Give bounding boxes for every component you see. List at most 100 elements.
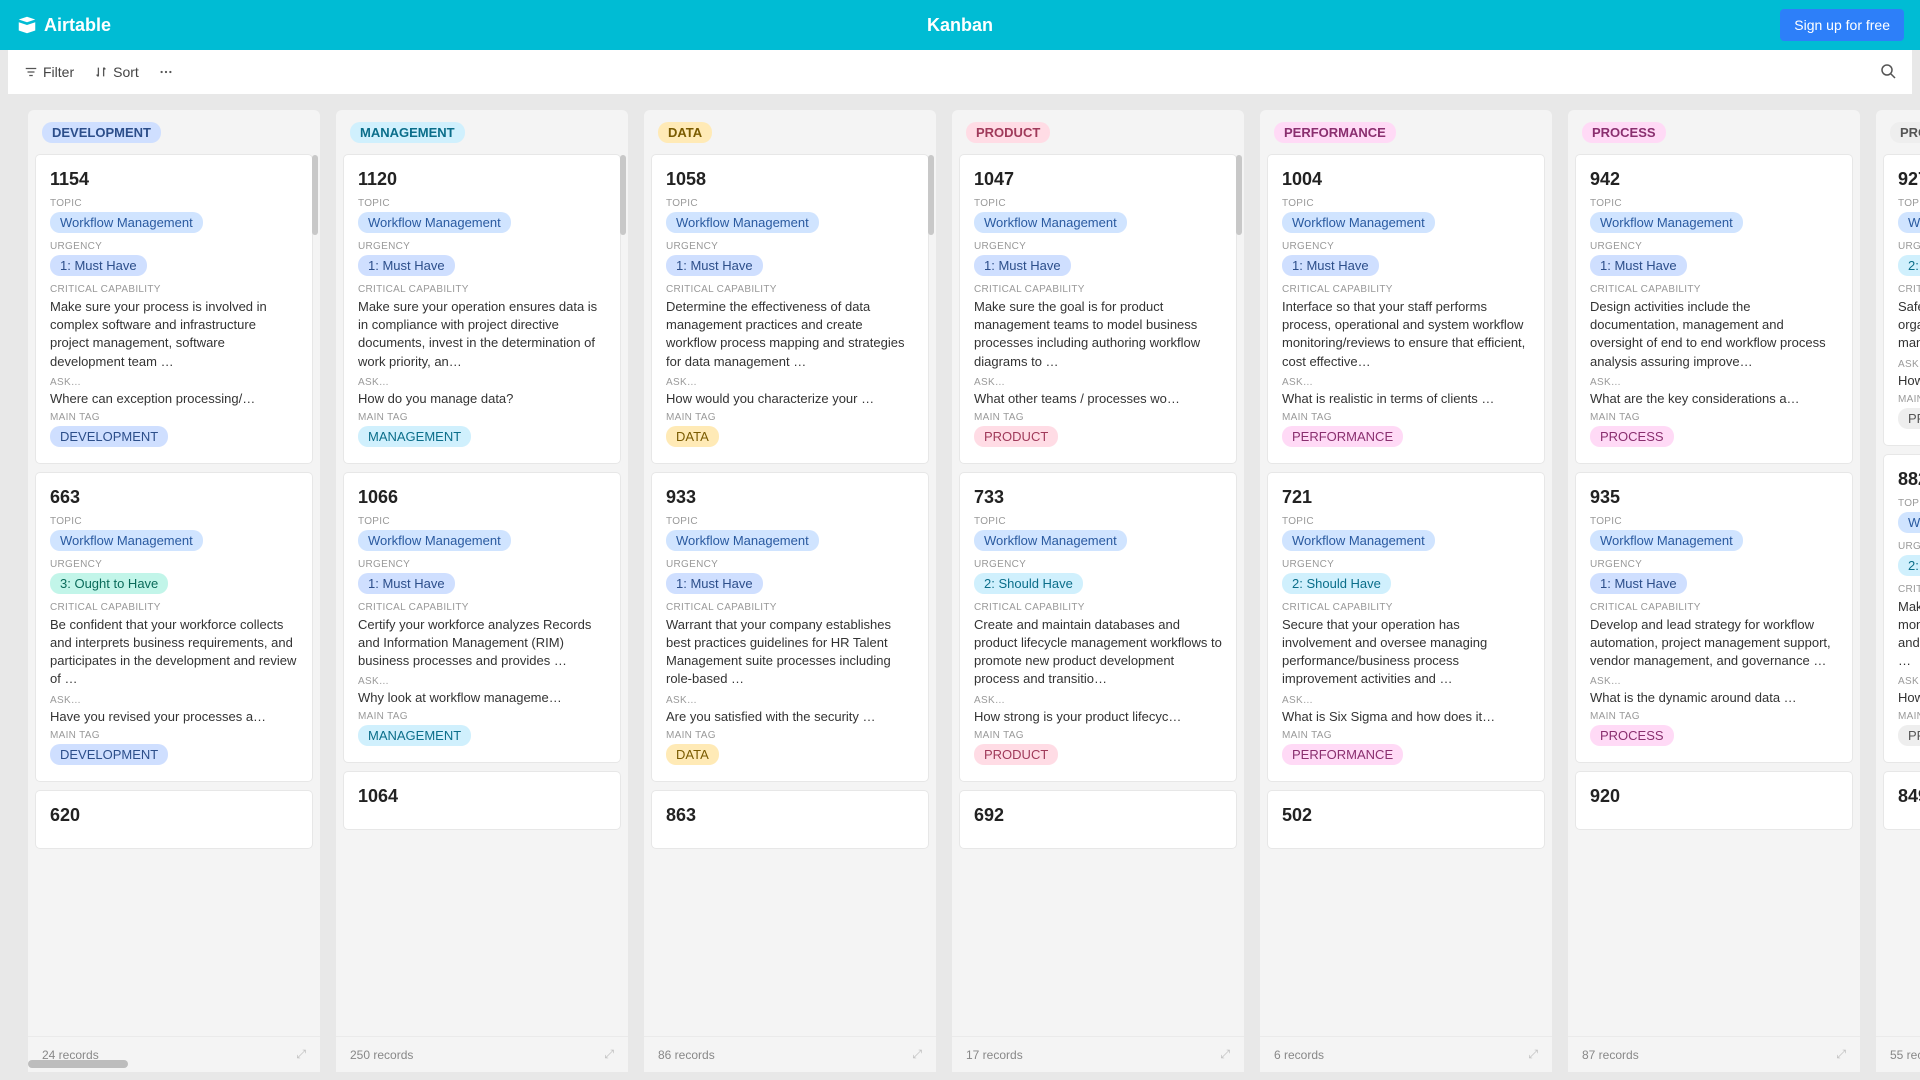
card-id: 920 <box>1590 786 1838 807</box>
kanban-column: PROJECT 927TOPICWorkflow ManagementURGENC… <box>1876 110 1920 1072</box>
kanban-card[interactable]: 1120TOPICWorkflow ManagementURGENCY1: Mu… <box>344 155 620 463</box>
kanban-card[interactable]: 1058TOPICWorkflow ManagementURGENCY1: Mu… <box>652 155 928 463</box>
filter-button[interactable]: Filter <box>24 64 74 80</box>
vertical-scrollbar[interactable] <box>1236 155 1242 235</box>
kanban-card[interactable]: 920 <box>1576 772 1852 829</box>
capability-text: Make sure the goal is for product manage… <box>974 298 1222 371</box>
kanban-card[interactable]: 863 <box>652 791 928 848</box>
kanban-card[interactable]: 1066TOPICWorkflow ManagementURGENCY1: Mu… <box>344 473 620 763</box>
kanban-card[interactable]: 663TOPICWorkflow ManagementURGENCY3: Oug… <box>36 473 312 781</box>
kanban-card[interactable]: 692 <box>960 791 1236 848</box>
vertical-scrollbar[interactable] <box>312 155 318 235</box>
field-label: URGENCY <box>974 241 1222 252</box>
field-label: MAIN TAG <box>50 730 298 741</box>
kanban-card[interactable]: 721TOPICWorkflow ManagementURGENCY2: Sho… <box>1268 473 1544 781</box>
field-label: MAIN TAG <box>666 730 914 741</box>
cards-container[interactable]: 942TOPICWorkflow ManagementURGENCY1: Mus… <box>1568 149 1860 1036</box>
field-label: URGENCY <box>358 241 606 252</box>
pill: 1: Must Have <box>1590 255 1687 276</box>
expand-icon[interactable]: ⤢ <box>1528 1047 1538 1062</box>
field-label: TOPIC <box>666 198 914 209</box>
kanban-card[interactable]: 733TOPICWorkflow ManagementURGENCY2: Sho… <box>960 473 1236 781</box>
expand-icon[interactable]: ⤢ <box>1836 1047 1846 1062</box>
column-tag[interactable]: PRODUCT <box>966 122 1050 143</box>
field-label: ASK… <box>50 377 298 388</box>
card-id: 502 <box>1282 805 1530 826</box>
cards-container[interactable]: 1004TOPICWorkflow ManagementURGENCY1: Mu… <box>1260 149 1552 1036</box>
expand-icon[interactable]: ⤢ <box>912 1047 922 1062</box>
kanban-card[interactable]: 933TOPICWorkflow ManagementURGENCY1: Mus… <box>652 473 928 781</box>
card-id: 1064 <box>358 786 606 807</box>
field-label: TOPIC <box>1282 198 1530 209</box>
pill: 1: Must Have <box>666 573 763 594</box>
column-tag[interactable]: PERFORMANCE <box>1274 122 1396 143</box>
capability-text: Certify your workforce analyzes Records … <box>358 616 606 671</box>
kanban-card[interactable]: 942TOPICWorkflow ManagementURGENCY1: Mus… <box>1576 155 1852 463</box>
card-id: 721 <box>1282 487 1530 508</box>
kanban-card[interactable]: 882TOPICWorkflow ManagementURGENCY2: Sho… <box>1884 455 1920 763</box>
field-label: CRITICAL CAPABILITY <box>1282 284 1530 295</box>
cards-container[interactable]: 1154TOPICWorkflow ManagementURGENCY1: Mu… <box>28 149 320 1036</box>
pill: MANAGEMENT <box>358 426 471 447</box>
kanban-card[interactable]: 849 <box>1884 772 1920 829</box>
kanban-card[interactable]: 1064 <box>344 772 620 829</box>
field-label: MAIN TAG <box>1898 394 1920 405</box>
column-footer: 6 records⤢ <box>1260 1036 1552 1072</box>
signup-button[interactable]: Sign up for free <box>1780 9 1904 41</box>
vertical-scrollbar[interactable] <box>620 155 626 235</box>
column-tag[interactable]: DEVELOPMENT <box>42 122 161 143</box>
column-tag[interactable]: PROJECT <box>1890 122 1920 143</box>
capability-text: Interface so that your staff performs pr… <box>1282 298 1530 371</box>
pill: 1: Must Have <box>358 255 455 276</box>
kanban-card[interactable]: 927TOPICWorkflow ManagementURGENCY2: Sho… <box>1884 155 1920 445</box>
cards-container[interactable]: 1120TOPICWorkflow ManagementURGENCY1: Mu… <box>336 149 628 1036</box>
capability-text: Safeguard that your company champions or… <box>1898 298 1920 353</box>
record-count: 55 records <box>1890 1048 1920 1062</box>
expand-icon[interactable]: ⤢ <box>604 1047 614 1062</box>
card-id: 849 <box>1898 786 1920 807</box>
field-label: TOPIC <box>1282 516 1530 527</box>
field-label: ASK… <box>974 695 1222 706</box>
more-button[interactable] <box>159 65 173 79</box>
capability-text: Determine the effectiveness of data mana… <box>666 298 914 371</box>
column-tag[interactable]: MANAGEMENT <box>350 122 465 143</box>
capability-text: Design activities include the documentat… <box>1590 298 1838 371</box>
cards-container[interactable]: 927TOPICWorkflow ManagementURGENCY2: Sho… <box>1876 149 1920 1036</box>
kanban-card[interactable]: 1047TOPICWorkflow ManagementURGENCY1: Mu… <box>960 155 1236 463</box>
ask-text: What is the dynamic around data … <box>1590 690 1838 705</box>
record-count: 87 records <box>1582 1048 1639 1062</box>
column-tag[interactable]: PROCESS <box>1582 122 1666 143</box>
kanban-card[interactable]: 620 <box>36 791 312 848</box>
ask-text: How strong is your product lifecyc… <box>974 709 1222 724</box>
kanban-card[interactable]: 935TOPICWorkflow ManagementURGENCY1: Mus… <box>1576 473 1852 763</box>
cards-container[interactable]: 1047TOPICWorkflow ManagementURGENCY1: Mu… <box>952 149 1244 1036</box>
column-tag[interactable]: DATA <box>658 122 712 143</box>
brand-logo[interactable]: Airtable <box>16 14 111 36</box>
column-footer: 86 records⤢ <box>644 1036 936 1072</box>
kanban-card[interactable]: 1004TOPICWorkflow ManagementURGENCY1: Mu… <box>1268 155 1544 463</box>
field-label: ASK… <box>1282 695 1530 706</box>
pill: Workflow Management <box>1590 530 1743 551</box>
kanban-card[interactable]: 502 <box>1268 791 1544 848</box>
search-button[interactable] <box>1880 63 1896 82</box>
sort-button[interactable]: Sort <box>94 64 139 80</box>
kanban-card[interactable]: 1154TOPICWorkflow ManagementURGENCY1: Mu… <box>36 155 312 463</box>
field-label: TOPIC <box>974 516 1222 527</box>
cards-container[interactable]: 1058TOPICWorkflow ManagementURGENCY1: Mu… <box>644 149 936 1036</box>
card-id: 663 <box>50 487 298 508</box>
pill: Workflow Management <box>50 530 203 551</box>
field-label: CRITICAL CAPABILITY <box>666 284 914 295</box>
kanban-board[interactable]: DEVELOPMENT 1154TOPICWorkflow ManagementU… <box>0 94 1920 1072</box>
pill: 3: Ought to Have <box>50 573 168 594</box>
field-label: ASK… <box>1282 377 1530 388</box>
horizontal-scrollbar[interactable] <box>28 1060 328 1068</box>
field-label: CRITICAL CAPABILITY <box>666 602 914 613</box>
card-id: 863 <box>666 805 914 826</box>
field-label: CRITICAL CAPABILITY <box>50 284 298 295</box>
pill: MANAGEMENT <box>358 725 471 746</box>
card-id: 882 <box>1898 469 1920 490</box>
field-label: MAIN TAG <box>974 412 1222 423</box>
expand-icon[interactable]: ⤢ <box>1220 1047 1230 1062</box>
vertical-scrollbar[interactable] <box>928 155 934 235</box>
field-label: ASK… <box>1590 377 1838 388</box>
